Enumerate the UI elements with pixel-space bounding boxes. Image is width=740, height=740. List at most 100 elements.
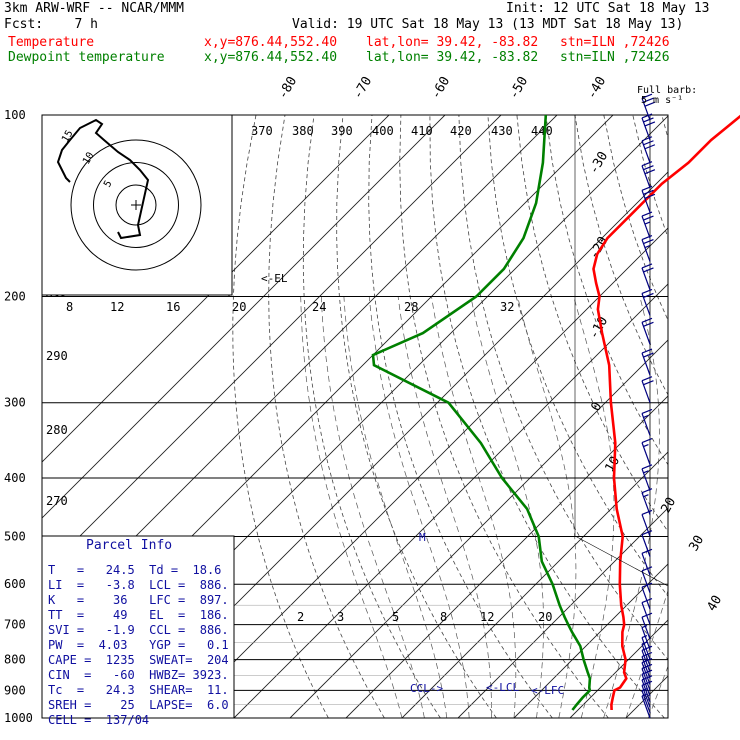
wind-barb (641, 348, 654, 376)
wind-barb (641, 185, 656, 213)
wind-barb-flag (644, 193, 656, 199)
wind-barb-flag (644, 169, 656, 175)
el-marker: <-EL (261, 272, 288, 285)
wind-barb (641, 263, 654, 291)
wind-barb-flag (641, 161, 653, 167)
wind-barb-flag (641, 693, 648, 697)
inset-speed-label: 16 (166, 300, 180, 314)
wind-barb-staff (641, 602, 651, 625)
valid-time: Valid: 19 UTC Sat 18 May 13 (13 MDT Sat … (292, 17, 684, 32)
wind-barb (641, 211, 654, 239)
wind-barb-flag (643, 267, 654, 273)
hodograph-ring (93, 162, 179, 248)
isotherm (42, 115, 502, 575)
isotherm-label: 0 (588, 400, 605, 414)
wind-barb-staff (641, 650, 651, 673)
wind-barb-flag (641, 317, 653, 323)
wind-barb-flag (641, 488, 653, 494)
wind-barb-flag (644, 101, 656, 107)
wind-barb-staff (641, 695, 651, 719)
wind-barb-staff (641, 514, 651, 537)
hodograph-ring (115, 184, 157, 226)
moist-adiabat (343, 296, 448, 718)
wind-barb-flag (641, 93, 653, 99)
wind-barb-flag (641, 509, 653, 516)
hodograph-trace (56, 118, 150, 240)
parcel-row: Tc = 24.3 SHEAR= 11. (48, 683, 229, 697)
wind-barb (641, 161, 656, 188)
wind-barb (641, 693, 651, 719)
wind-barb-flag (644, 221, 651, 225)
inset-speed-label: 28 (404, 300, 418, 314)
theta-label: 410 (411, 124, 433, 138)
wind-barb-flag (641, 348, 653, 354)
wind-barb (641, 548, 653, 576)
parcel-row: CELL = 137/04 (48, 713, 150, 727)
hodograph-ring-label: 5 (102, 179, 115, 190)
wind-barb-flag (643, 494, 649, 498)
wind-barb-flag (643, 321, 654, 327)
dry-adiabat (574, 115, 668, 396)
parcel-row: PW = 4.03 YGP = 0.1 (48, 638, 229, 652)
isotherm (233, 283, 668, 718)
wind-barb-flag (643, 97, 654, 103)
wind-barb-flag (643, 238, 654, 245)
pressure-tick-label: 200 (4, 290, 26, 304)
lcl-marker: <-LCL (486, 681, 519, 694)
wind-barb-flag (641, 635, 648, 639)
isotherm-label: 30 (686, 533, 707, 554)
wind-barb (641, 438, 653, 465)
wind-barb (641, 509, 653, 537)
lfc-marker: <-LFC (531, 684, 564, 697)
skew-frame-edge (574, 115, 669, 718)
parcel-row: SREH = 25 LAPSE= 6.0 (48, 698, 229, 712)
pressure-tick-label: 100 (4, 108, 26, 122)
wind-barb (641, 113, 656, 141)
wind-barb-staff (641, 643, 651, 667)
wind-barb-flag (643, 380, 654, 386)
parcel-row: T = 24.5 Td = 18.6 (48, 563, 222, 577)
wind-barb (641, 488, 653, 515)
pressure-tick-label: 1000 (4, 711, 33, 725)
hodograph-ring-label: 10 (81, 151, 97, 167)
temp-legend-latlon: lat,lon= 39.42, -83.82 (366, 35, 539, 50)
wind-barb-flag (643, 444, 649, 448)
pressure-tick-label: 900 (4, 683, 26, 697)
dry-adiabat (720, 115, 740, 718)
wind-barb (641, 93, 656, 121)
wind-barb-flag (641, 624, 648, 629)
wind-barb-staff (641, 553, 651, 576)
isotherm (682, 115, 740, 718)
wind-barb-staff (641, 685, 651, 708)
temp-legend-stn: stn=ILN ,72426 (560, 35, 670, 50)
wind-barb-flag (641, 688, 648, 692)
isotherm-label: -70 (350, 74, 375, 102)
wind-barb-flag (641, 211, 653, 217)
wind-barb-staff (641, 673, 651, 697)
wind-barb-flag (643, 292, 654, 299)
isotherm (42, 115, 446, 519)
temp-legend-coords: x,y=876.44,552.40 (204, 35, 338, 50)
dew-legend-name: Dewpoint temperature (8, 50, 165, 65)
inset-speed-label: 8 (66, 300, 73, 314)
isotherm (457, 507, 668, 718)
isotherm-label: -50 (506, 74, 531, 102)
moist-adiabat (671, 297, 740, 719)
parcel-row: K = 36 LFC = 897. (48, 593, 229, 607)
dry-adiabat (232, 115, 329, 718)
wind-barb (641, 688, 651, 713)
wind-barb (641, 624, 651, 650)
wind-barb-flag (643, 140, 654, 146)
wind-barb-flag (641, 530, 653, 536)
wind-barb-staff (641, 637, 651, 660)
wind-barb-flag (641, 548, 653, 554)
isotherm-label: 20 (658, 495, 679, 516)
theta-label: 420 (450, 124, 472, 138)
wind-barb-flag (644, 121, 656, 127)
parcel-info-panel (41, 535, 235, 719)
wind-barb-flag (643, 414, 649, 419)
wind-barb-staff (641, 570, 651, 594)
parcel-row: SVI = -1.9 CCL = 886. (48, 623, 229, 637)
dry-adiabat (632, 115, 668, 239)
wind-barb (641, 635, 651, 660)
